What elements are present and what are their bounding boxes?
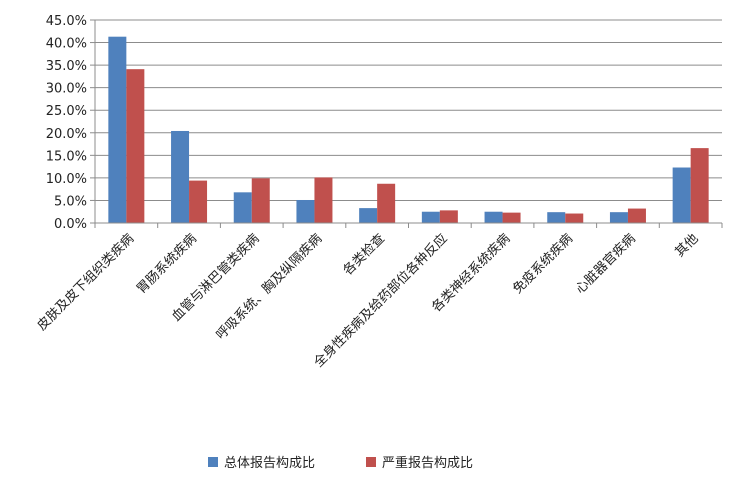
x-tick-label: 胃肠系统疾病 (134, 231, 200, 297)
x-tick-label: 其他 (672, 231, 701, 260)
bar-total (672, 167, 691, 223)
y-tick-label: 5.0% (54, 194, 87, 209)
y-tick-label: 35.0% (46, 59, 87, 74)
legend-swatch (208, 457, 218, 467)
bar-serious (627, 208, 646, 223)
bar-total (296, 199, 315, 223)
legend: 总体报告构成比 严重报告构成比 (208, 455, 473, 471)
bar-serious (251, 178, 270, 223)
x-tick-label: 各类检查 (340, 231, 388, 279)
bar-serious (565, 213, 584, 223)
bar-total (484, 211, 503, 223)
x-tick-label: 全身性疾病及给药部位各种反应 (311, 231, 451, 371)
bar-total (233, 192, 252, 223)
x-tick-label: 呼吸系统、胸及纵隔疾病 (214, 231, 326, 343)
bar-total (108, 36, 127, 223)
y-tick-label: 15.0% (46, 149, 87, 164)
x-tick-label: 心脏器官疾病 (572, 231, 638, 297)
bar-serious (126, 69, 145, 223)
legend-swatch (366, 457, 376, 467)
bar-serious (377, 183, 396, 223)
legend-label: 严重报告构成比 (382, 455, 473, 471)
y-tick-label: 10.0% (46, 172, 87, 187)
x-tick-label: 免疫系统疾病 (510, 231, 576, 297)
legend-label: 总体报告构成比 (224, 456, 315, 471)
y-tick-label: 30.0% (46, 82, 87, 97)
bar-total (171, 130, 190, 223)
bar-serious (502, 212, 521, 223)
y-tick-label: 20.0% (46, 127, 87, 142)
bar-total (609, 212, 628, 223)
bar-serious (439, 210, 458, 223)
bar-serious (189, 180, 208, 223)
bar-total (359, 208, 378, 223)
bars (108, 36, 709, 223)
bar-total (547, 212, 566, 223)
y-tick-label: 40.0% (46, 37, 87, 52)
y-axis-ticks: 0.0% 5.0% 10.0% 15.0% 20.0% 25.0% 30.0% 35.0% 40… (46, 14, 96, 232)
bar-serious (314, 177, 333, 223)
y-tick-label: 0.0% (54, 217, 87, 232)
bar-serious (690, 148, 709, 223)
y-tick-label: 45.0% (46, 14, 87, 29)
bar-total (421, 211, 440, 223)
y-tick-label: 25.0% (46, 104, 87, 119)
x-tick-label: 皮肤及皮下组织类疾病 (35, 231, 138, 334)
